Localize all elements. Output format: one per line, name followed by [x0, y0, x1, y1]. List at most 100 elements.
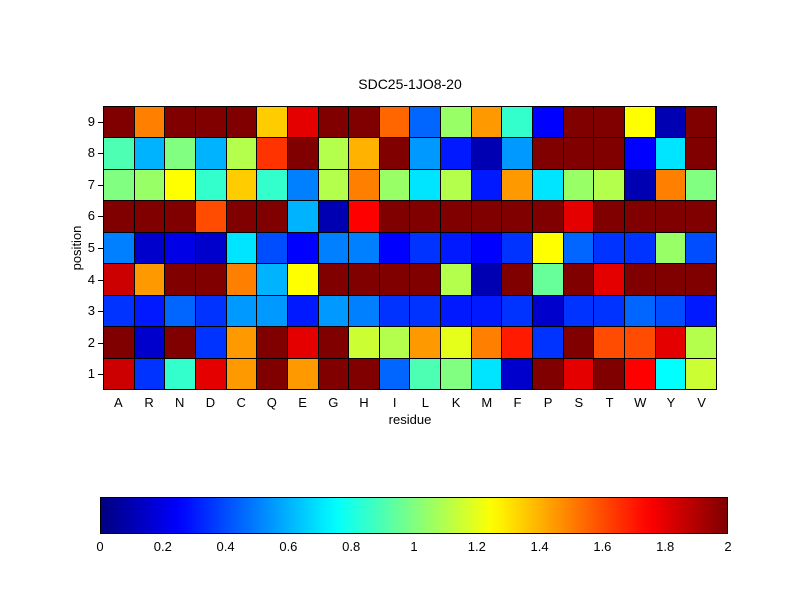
- heatmap-cell: [257, 107, 287, 138]
- x-tick-label: A: [114, 395, 123, 410]
- heatmap-cell: [471, 327, 502, 358]
- heatmap-cell: [318, 232, 349, 264]
- heatmap-cell: [686, 138, 716, 169]
- heatmap-cell: [134, 169, 165, 201]
- heatmap-cell: [410, 358, 441, 389]
- heatmap-cell: [195, 358, 226, 389]
- x-tick-label: R: [144, 395, 154, 410]
- heatmap-cell: [655, 264, 686, 295]
- y-tick-mark: [98, 216, 103, 217]
- heatmap-cell: [104, 138, 134, 169]
- heatmap-cell: [686, 295, 716, 327]
- y-tick-label: 3: [87, 303, 95, 319]
- heatmap-cell: [195, 264, 226, 295]
- x-tick-label: G: [328, 395, 339, 410]
- heatmap-cell: [379, 358, 410, 389]
- heatmap-cell: [287, 327, 318, 358]
- heatmap-cell: [195, 232, 226, 264]
- heatmap-cell: [594, 169, 625, 201]
- heatmap-cell: [257, 138, 287, 169]
- x-tick-label: N: [175, 395, 185, 410]
- heatmap-cell: [655, 295, 686, 327]
- x-tick-label: T: [605, 395, 614, 410]
- heatmap-cell: [318, 107, 349, 138]
- heatmap-cell: [655, 107, 686, 138]
- heatmap-grid: [103, 106, 717, 390]
- heatmap-cell: [349, 264, 379, 295]
- heatmap-cell: [686, 232, 716, 264]
- heatmap-cell: [655, 201, 686, 232]
- y-tick-mark: [98, 185, 103, 186]
- heatmap-cell: [471, 358, 502, 389]
- heatmap-cell: [287, 232, 318, 264]
- heatmap-cell: [471, 169, 502, 201]
- heatmap-cell: [533, 138, 563, 169]
- x-tick-label: V: [697, 395, 706, 410]
- heatmap-cell: [318, 295, 349, 327]
- heatmap-cell: [502, 107, 533, 138]
- x-tick-label: S: [574, 395, 584, 410]
- heatmap-cell: [134, 327, 165, 358]
- colorbar-tick-label: 1.6: [593, 539, 612, 554]
- heatmap-cell: [563, 138, 594, 169]
- x-tick-label: C: [236, 395, 246, 410]
- y-tick-label: 6: [87, 208, 95, 224]
- heatmap-cell: [410, 232, 441, 264]
- heatmap-cell: [257, 327, 287, 358]
- x-tick-label: H: [359, 395, 369, 410]
- heatmap-cell: [318, 138, 349, 169]
- heatmap-cell: [379, 169, 410, 201]
- colorbar-tick-label: 0.6: [279, 539, 298, 554]
- heatmap-cell: [226, 232, 257, 264]
- x-tick-label: W: [634, 395, 647, 410]
- x-tick-label: P: [543, 395, 553, 410]
- heatmap-cell: [533, 358, 563, 389]
- heatmap-cell: [257, 169, 287, 201]
- colorbar-tick-label: 0.2: [153, 539, 172, 554]
- heatmap-cell: [625, 138, 655, 169]
- heatmap-cell: [165, 264, 195, 295]
- y-tick-mark: [98, 280, 103, 281]
- heatmap-cell: [625, 295, 655, 327]
- heatmap-cell: [655, 169, 686, 201]
- heatmap-cell: [441, 358, 471, 389]
- heatmap-cell: [563, 201, 594, 232]
- heatmap-cell: [471, 138, 502, 169]
- x-tick-label: M: [481, 395, 493, 410]
- heatmap-cell: [441, 264, 471, 295]
- heatmap-cell: [563, 327, 594, 358]
- heatmap-cell: [379, 138, 410, 169]
- colorbar-tick-label: 1: [410, 539, 418, 554]
- x-tick-label: Q: [266, 395, 277, 410]
- heatmap-cell: [686, 358, 716, 389]
- heatmap-cell: [533, 107, 563, 138]
- heatmap-cell: [563, 264, 594, 295]
- heatmap-cell: [655, 327, 686, 358]
- heatmap-cell: [594, 201, 625, 232]
- heatmap-cell: [625, 201, 655, 232]
- heatmap-cell: [226, 169, 257, 201]
- heatmap-cell: [625, 358, 655, 389]
- heatmap-cell: [410, 107, 441, 138]
- x-tick-label: F: [513, 395, 522, 410]
- x-tick-label: L: [421, 395, 429, 410]
- heatmap-cell: [471, 295, 502, 327]
- y-tick-label: 2: [87, 334, 95, 350]
- x-tick-label: Y: [666, 395, 676, 410]
- heatmap-cell: [257, 232, 287, 264]
- heatmap-cell: [195, 169, 226, 201]
- heatmap-cell: [594, 107, 625, 138]
- heatmap-cell: [502, 138, 533, 169]
- heatmap-cell: [195, 107, 226, 138]
- heatmap-cell: [594, 232, 625, 264]
- heatmap-cell: [134, 264, 165, 295]
- x-tick-label: D: [205, 395, 216, 410]
- heatmap-cell: [686, 327, 716, 358]
- heatmap-cell: [287, 264, 318, 295]
- heatmap-cell: [318, 264, 349, 295]
- heatmap-cell: [441, 232, 471, 264]
- heatmap-cell: [563, 107, 594, 138]
- heatmap-cell: [349, 201, 379, 232]
- heatmap-cell: [104, 201, 134, 232]
